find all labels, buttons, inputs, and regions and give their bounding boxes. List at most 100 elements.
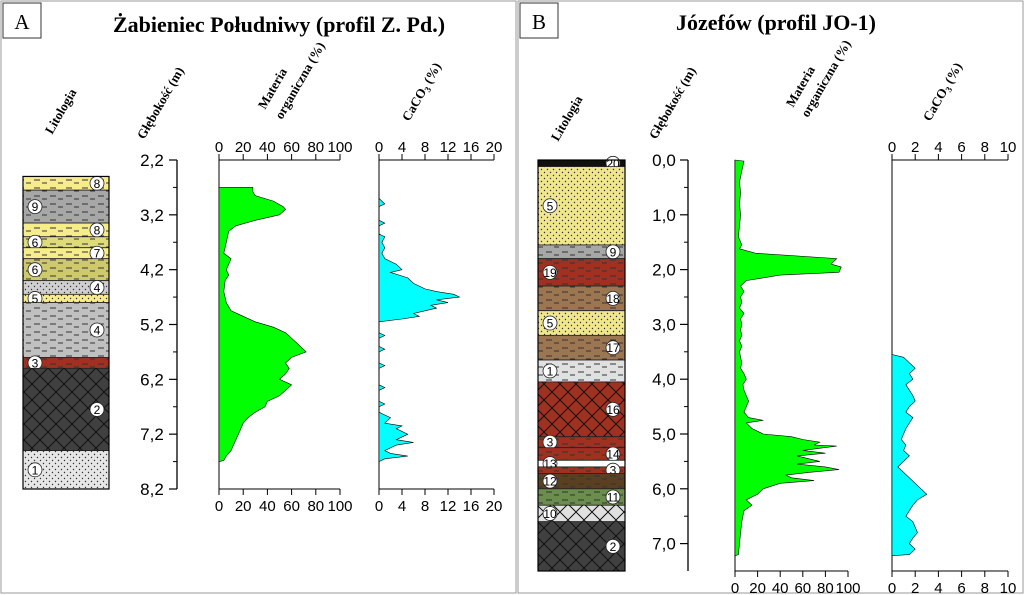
lithology-layer-label: 1 — [32, 463, 39, 477]
lithology-layer-label: 9 — [32, 200, 39, 214]
x-axis-tick-label: 0 — [215, 139, 223, 156]
x-axis-tick-label: 10 — [1000, 580, 1017, 595]
lithology-layer-marker — [542, 473, 558, 489]
panel-b-caco3-unit: (%) — [940, 60, 965, 89]
lithology-layer-label: 8 — [94, 223, 101, 237]
x-axis-tick-label: 12 — [440, 498, 457, 515]
lithology-layer-label: 17 — [606, 341, 620, 355]
lithology-layer-pattern — [538, 488, 625, 506]
panel-a-letter: A — [14, 10, 30, 34]
lithology-layer-marker — [605, 290, 621, 306]
x-axis-tick-label: 60 — [794, 580, 811, 595]
lithology-layer-pattern — [23, 294, 109, 303]
lithology-layer-marker — [542, 264, 558, 280]
lithology-layer-label: 5 — [547, 199, 554, 213]
lithology-layer-label: 14 — [606, 448, 620, 462]
panel-a-header-depth: Głębokość (m) — [134, 64, 187, 141]
lithology-layer-label: 3 — [610, 464, 617, 478]
organic-matter-area — [734, 159, 842, 557]
x-axis-tick-label: 100 — [835, 580, 860, 595]
lithology-layer-marker — [605, 401, 621, 417]
x-axis-tick-label: 0 — [375, 139, 383, 156]
x-axis-tick-label: 16 — [463, 498, 480, 515]
lithology-layer-label: 18 — [606, 292, 620, 306]
lithology-layer-label: 5 — [547, 317, 554, 331]
lithology-layer-label: 12 — [543, 475, 557, 489]
x-axis-tick-label: 60 — [283, 139, 300, 156]
panel-b-frame — [517, 0, 1024, 594]
depth-axis-tick-label: 2,2 — [140, 151, 164, 170]
panel-a-header-caco3: CaCO3 (%) — [399, 60, 446, 125]
x-axis-tick-label: 4 — [398, 498, 406, 515]
x-axis-tick-label: 0 — [215, 498, 223, 515]
lithology-layer-label: 5 — [32, 292, 39, 306]
lithology-layer-pattern — [538, 466, 625, 474]
lithology-layer-label: 1 — [547, 364, 554, 378]
x-axis-tick-label: 8 — [421, 139, 429, 156]
x-axis-tick-label: 40 — [259, 498, 276, 515]
lithology-layer-pattern — [23, 357, 109, 369]
lithology-layer-marker — [89, 402, 105, 417]
depth-axis-tick-label: 7,2 — [140, 425, 164, 444]
panel-b-header-depth: Głębokość (m) — [646, 64, 699, 141]
x-axis-tick-label: 40 — [259, 139, 276, 156]
x-axis-tick-label: 20 — [749, 580, 766, 595]
x-axis-tick-label: 4 — [934, 580, 942, 595]
lithology-layer-label: 4 — [94, 323, 101, 337]
lithology-layer-label: 10 — [543, 507, 557, 521]
depth-axis-tick-label: 8,2 — [140, 480, 164, 499]
panel-a-frame — [0, 0, 517, 594]
panel-b-title: Józefów (profil JO-1) — [676, 10, 876, 35]
x-axis-tick-label: 6 — [957, 580, 965, 595]
lithology-layer-marker — [27, 262, 43, 278]
lithology-layer-marker — [605, 489, 621, 505]
x-axis-tick-label: 8 — [981, 580, 989, 595]
lithology-layer-label: 16 — [606, 403, 620, 417]
x-axis-tick-label: 80 — [307, 498, 324, 515]
lithology-layer-label: 2 — [610, 540, 617, 554]
x-axis-tick-label: 100 — [327, 139, 352, 156]
caco3-area — [378, 198, 461, 463]
lithology-layer-pattern — [538, 473, 625, 489]
panel-a-header-lithology: Litologia — [42, 85, 80, 136]
depth-axis-tick-label: 3,0 — [652, 315, 676, 334]
x-axis-tick-label: 4 — [398, 139, 406, 156]
x-axis-tick-label: 80 — [817, 580, 834, 595]
x-axis-tick-label: 8 — [421, 498, 429, 515]
lithology-layer-label: 6 — [32, 263, 39, 277]
lithology-layer-pattern — [23, 236, 109, 248]
lithology-layer-marker — [542, 506, 558, 521]
x-axis-tick-label: 2 — [911, 139, 919, 156]
depth-axis-tick-label: 5,2 — [140, 316, 164, 335]
x-axis-tick-label: 80 — [307, 139, 324, 156]
x-axis-tick-label: 6 — [957, 139, 965, 156]
lithology-layer-label: 19 — [543, 266, 557, 280]
panel-b-caco3-sub: 3 — [943, 85, 954, 94]
lithology-layer-label: 9 — [610, 245, 617, 259]
organic-matter-area — [218, 187, 307, 462]
lithology-layer-label: 3 — [547, 436, 554, 450]
panel-b-letter-box — [519, 2, 559, 39]
lithology-layer-pattern — [23, 258, 109, 281]
panel-b-header-lithology: Litologia — [548, 92, 586, 143]
depth-axis-tick-label: 2,0 — [652, 261, 676, 280]
lithology-layer-marker — [542, 198, 558, 214]
lithology-layer-pattern — [538, 505, 625, 522]
lithology-layer-pattern — [23, 176, 109, 191]
lithology-layer-pattern — [538, 436, 625, 448]
x-axis-tick-label: 2 — [911, 580, 919, 595]
depth-axis-tick-label: 6,2 — [140, 370, 164, 389]
panel-a-letter-box — [2, 2, 42, 39]
panel-a-caco3-unit: (%) — [419, 60, 444, 89]
x-axis-tick-label: 60 — [283, 498, 300, 515]
depth-axis-tick-label: 4,0 — [652, 370, 676, 389]
x-axis-tick-label: 100 — [327, 498, 352, 515]
lithology-layer-label: 7 — [94, 247, 101, 261]
lithology-layer-label: 2 — [94, 403, 101, 417]
x-axis-tick-label: 4 — [934, 139, 942, 156]
lithology-layer-label: 4 — [94, 281, 101, 295]
lithology-column-border — [22, 175, 110, 490]
lithology-layer-label: 11 — [607, 491, 620, 505]
lithology-layer-marker — [27, 462, 43, 478]
